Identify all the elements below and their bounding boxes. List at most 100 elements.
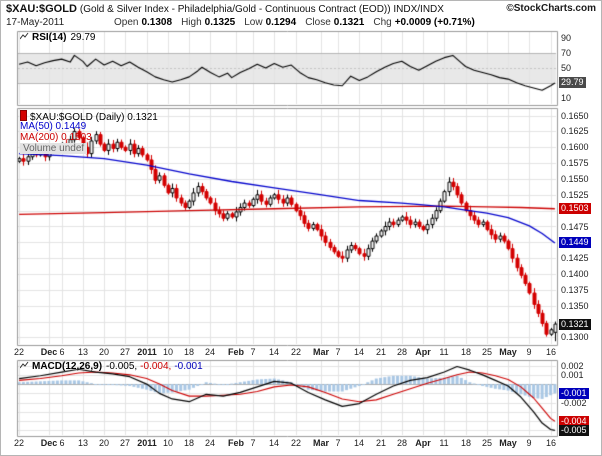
- y-tick-label: 50: [561, 63, 572, 73]
- macd-label: MACD(12,26,9): [32, 361, 103, 372]
- x-tick-label: 13: [77, 347, 88, 357]
- ma50-legend-row: MA(50) 0.1449: [20, 121, 87, 132]
- x-tick-label: 9: [526, 347, 532, 357]
- y-tick-label: 70: [561, 48, 572, 58]
- x-tick-label: 7: [335, 438, 341, 448]
- x-tick-label: 7: [250, 438, 256, 448]
- x-tick-label: 24: [204, 438, 215, 448]
- x-tick-label: 27: [119, 347, 130, 357]
- y-tick-label: 0.1650: [561, 111, 589, 121]
- x-tick-label: 11: [439, 347, 449, 357]
- quote-line: 17-May-2011 Open 0.1308 High 0.1325 Low 0.1294…: [6, 17, 596, 29]
- x-tick-label: 10: [162, 438, 173, 448]
- x-tick-label: Mar: [312, 438, 329, 448]
- y-tick-label: 0.1425: [561, 253, 589, 263]
- y-tick-label: 0.1525: [561, 190, 589, 200]
- x-tick-label: 13: [77, 438, 88, 448]
- high-label: High: [181, 17, 202, 28]
- macd-hist-badge: -0.001: [559, 388, 589, 399]
- x-tick-label: 22: [13, 438, 24, 448]
- macd-hist-value: -0.001: [174, 361, 203, 372]
- y-tick-label: 0.001: [561, 370, 584, 380]
- x-tick-label: 6: [59, 347, 65, 357]
- macd-line-badge: -0.005: [559, 425, 589, 436]
- x-tick-label: Dec: [40, 438, 58, 448]
- chart-date: 17-May-2011: [6, 17, 65, 28]
- low-label: Low: [244, 17, 263, 28]
- x-tick-label: Dec: [40, 347, 58, 357]
- indicator-line-icon: [19, 32, 29, 44]
- low-value: 0.1294: [265, 17, 297, 28]
- y-tick-label: 0.1475: [561, 222, 589, 232]
- chg-label: Chg: [373, 17, 392, 28]
- stockcharts-watermark: ©StockCharts.com: [506, 3, 596, 14]
- ma200-value-badge: 0.1503: [559, 203, 591, 214]
- x-tick-label: 14: [268, 347, 279, 357]
- x-tick-label: 24: [204, 347, 215, 357]
- ma200-legend-row: MA(200) 0.1503: [20, 132, 92, 143]
- y-tick-label: 10: [561, 93, 572, 103]
- volume-legend-row: Volume undef: [20, 143, 158, 154]
- x-tick-label: 18: [183, 438, 194, 448]
- symbol-title: $XAU:$GOLD: [6, 3, 77, 15]
- open-value: 0.1308: [141, 17, 173, 28]
- close-label: Close: [305, 17, 331, 28]
- x-tick-label: Feb: [227, 347, 244, 357]
- macd-signal-badge: -0.004: [559, 416, 589, 427]
- x-tick-label: 18: [460, 347, 471, 357]
- macd-signal-value: -0.004,: [140, 361, 172, 372]
- ma50-value-badge: 0.1449: [559, 237, 591, 248]
- x-tick-label: 22: [290, 438, 301, 448]
- chg-value: +0.0009 (+0.71%): [394, 17, 475, 28]
- price-legend-title: $XAU:$GOLD (Daily) 0.1321: [30, 112, 158, 123]
- y-tick-label: 90: [561, 33, 572, 43]
- x-tick-label: 22: [290, 347, 301, 357]
- y-tick-label: 0.1575: [561, 158, 589, 168]
- x-tick-label: May: [499, 438, 517, 448]
- x-tick-label: 10: [162, 347, 173, 357]
- y-tick-label: 0.1375: [561, 285, 589, 295]
- x-tick-label: 27: [119, 438, 130, 448]
- x-tick-label: 20: [98, 347, 109, 357]
- x-tick-label: 7: [335, 347, 341, 357]
- x-tick-label: 22: [13, 347, 24, 357]
- x-tick-label: Apr: [415, 438, 431, 448]
- macd-value: -0.005,: [106, 361, 138, 372]
- rsi-label: RSI(14): [32, 32, 67, 43]
- close-value: 0.1321: [333, 17, 365, 28]
- x-tick-label: 18: [183, 347, 194, 357]
- y-tick-label: 0.1300: [561, 332, 589, 342]
- main-legend: $XAU:$GOLD (Daily) 0.1321 MA(50) 0.1449 …: [20, 110, 158, 154]
- x-tick-label: 11: [439, 438, 449, 448]
- price-legend-row: $XAU:$GOLD (Daily) 0.1321: [20, 110, 158, 123]
- rsi-value-badge: 29.79: [559, 77, 586, 88]
- y-tick-label: 0.1400: [561, 269, 589, 279]
- x-tick-label: 16: [545, 438, 556, 448]
- x-tick-label: 25: [481, 438, 492, 448]
- x-tick-label: 2011: [137, 438, 157, 448]
- rsi-legend: RSI(14) 29.79: [19, 32, 95, 44]
- x-tick-label: Apr: [415, 347, 431, 357]
- volume-undef-label: Volume undef: [20, 143, 88, 154]
- y-tick-label: 0.1550: [561, 174, 589, 184]
- x-tick-label: 2011: [137, 347, 157, 357]
- x-tick-label: 25: [481, 347, 492, 357]
- x-tick-label: 28: [396, 347, 407, 357]
- y-tick-label: 0.1625: [561, 126, 589, 136]
- x-tick-label: 16: [545, 347, 556, 357]
- x-tick-label: 18: [460, 438, 471, 448]
- x-tick-label: May: [499, 347, 517, 357]
- candlestick-icon: [20, 110, 27, 121]
- x-tick-label: 21: [375, 438, 386, 448]
- x-tick-label: 20: [98, 438, 109, 448]
- y-tick-label: 0.1600: [561, 142, 589, 152]
- x-tick-label: 28: [396, 438, 407, 448]
- y-tick-label: 0.002: [561, 361, 584, 371]
- x-tick-label: 14: [353, 347, 364, 357]
- y-tick-label: 0.1350: [561, 301, 589, 311]
- x-tick-label: 7: [250, 347, 256, 357]
- x-tick-label: Mar: [312, 347, 329, 357]
- x-tick-label: 6: [59, 438, 65, 448]
